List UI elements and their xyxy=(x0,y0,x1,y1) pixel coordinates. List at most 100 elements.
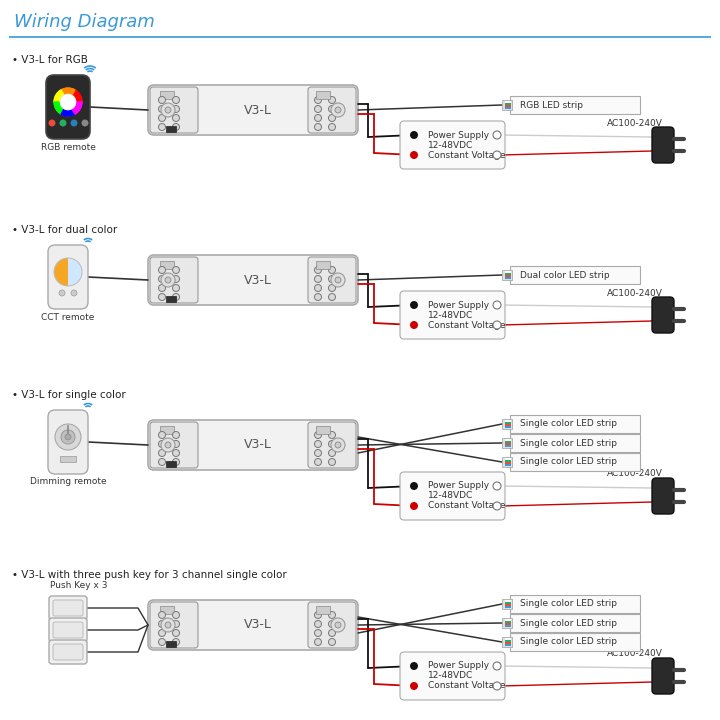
Circle shape xyxy=(158,441,166,448)
FancyBboxPatch shape xyxy=(150,257,198,303)
Circle shape xyxy=(158,621,166,628)
Bar xyxy=(316,91,330,99)
Circle shape xyxy=(158,96,166,104)
Wedge shape xyxy=(61,109,75,116)
FancyBboxPatch shape xyxy=(400,652,505,700)
Bar xyxy=(505,606,511,608)
Wedge shape xyxy=(54,90,63,102)
FancyBboxPatch shape xyxy=(148,255,358,305)
Circle shape xyxy=(173,284,179,292)
FancyBboxPatch shape xyxy=(53,622,83,638)
Circle shape xyxy=(328,114,336,122)
Circle shape xyxy=(173,449,179,456)
Circle shape xyxy=(173,431,179,438)
Text: Wiring Diagram: Wiring Diagram xyxy=(14,13,155,31)
FancyBboxPatch shape xyxy=(308,422,356,468)
Text: • V3-L for RGB: • V3-L for RGB xyxy=(12,55,88,65)
FancyBboxPatch shape xyxy=(49,640,87,664)
FancyBboxPatch shape xyxy=(400,121,505,169)
Bar xyxy=(505,445,511,447)
Circle shape xyxy=(158,639,166,646)
Circle shape xyxy=(55,424,81,450)
Bar xyxy=(166,126,176,132)
Bar xyxy=(510,96,640,114)
Bar xyxy=(510,266,640,284)
Bar xyxy=(505,443,511,445)
Circle shape xyxy=(315,431,322,438)
Circle shape xyxy=(173,124,179,130)
Circle shape xyxy=(493,682,501,690)
Circle shape xyxy=(315,639,322,646)
FancyBboxPatch shape xyxy=(48,245,88,309)
Circle shape xyxy=(410,482,418,490)
FancyBboxPatch shape xyxy=(49,596,87,620)
FancyBboxPatch shape xyxy=(148,600,358,650)
Circle shape xyxy=(158,459,166,466)
Bar xyxy=(505,439,511,441)
Circle shape xyxy=(328,96,336,104)
Text: Constant Voltage: Constant Voltage xyxy=(428,682,505,690)
Circle shape xyxy=(335,107,341,113)
Wedge shape xyxy=(68,258,82,286)
Circle shape xyxy=(410,682,418,690)
Bar xyxy=(502,270,512,280)
FancyBboxPatch shape xyxy=(308,257,356,303)
Circle shape xyxy=(493,482,501,490)
Text: • V3-L for dual color: • V3-L for dual color xyxy=(12,225,117,235)
Circle shape xyxy=(54,88,82,116)
FancyBboxPatch shape xyxy=(48,410,88,474)
Text: RGB remote: RGB remote xyxy=(40,143,96,151)
Bar xyxy=(505,642,511,644)
Circle shape xyxy=(331,103,345,117)
Circle shape xyxy=(315,459,322,466)
Bar xyxy=(505,426,511,428)
Bar xyxy=(502,637,512,647)
Circle shape xyxy=(493,321,501,329)
FancyBboxPatch shape xyxy=(400,291,505,339)
FancyBboxPatch shape xyxy=(150,87,198,133)
Circle shape xyxy=(410,301,418,309)
Text: Power Supply: Power Supply xyxy=(428,130,489,140)
Bar xyxy=(510,633,640,651)
Circle shape xyxy=(331,273,345,287)
Text: • V3-L with three push key for 3 channel single color: • V3-L with three push key for 3 channel… xyxy=(12,570,287,580)
Circle shape xyxy=(328,639,336,646)
Circle shape xyxy=(315,621,322,628)
Circle shape xyxy=(161,438,175,452)
Bar xyxy=(505,462,511,464)
Wedge shape xyxy=(54,258,68,286)
Text: AC100-240V: AC100-240V xyxy=(607,119,663,127)
Circle shape xyxy=(158,114,166,122)
Circle shape xyxy=(493,151,501,159)
Text: Single color LED strip: Single color LED strip xyxy=(520,637,617,647)
Circle shape xyxy=(158,106,166,112)
Bar xyxy=(505,277,511,279)
Bar xyxy=(505,644,511,646)
Circle shape xyxy=(158,284,166,292)
Bar xyxy=(166,641,176,647)
FancyBboxPatch shape xyxy=(652,297,674,333)
Bar xyxy=(505,619,511,621)
Circle shape xyxy=(493,662,501,670)
Circle shape xyxy=(328,294,336,300)
Circle shape xyxy=(173,441,179,448)
Circle shape xyxy=(328,441,336,448)
Wedge shape xyxy=(54,102,63,114)
Circle shape xyxy=(161,618,175,632)
Bar xyxy=(502,599,512,609)
Text: Power Supply: Power Supply xyxy=(428,300,489,310)
Circle shape xyxy=(328,431,336,438)
Text: Constant Voltage: Constant Voltage xyxy=(428,502,505,510)
Text: RGB LED strip: RGB LED strip xyxy=(520,101,583,109)
Text: Constant Voltage: Constant Voltage xyxy=(428,320,505,330)
Text: Power Supply: Power Supply xyxy=(428,662,489,670)
Bar xyxy=(505,640,511,642)
Text: Constant Voltage: Constant Voltage xyxy=(428,150,505,160)
Circle shape xyxy=(493,131,501,139)
Bar xyxy=(502,618,512,628)
FancyBboxPatch shape xyxy=(148,420,358,470)
Circle shape xyxy=(173,611,179,618)
Bar xyxy=(510,434,640,452)
Circle shape xyxy=(158,449,166,456)
Bar xyxy=(502,457,512,467)
